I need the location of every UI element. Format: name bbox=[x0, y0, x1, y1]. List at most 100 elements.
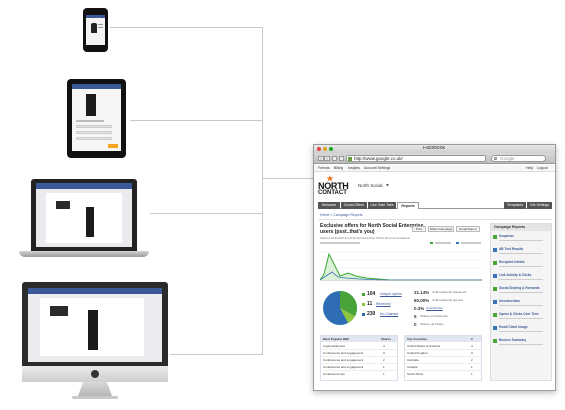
campaign-subtitle: Started 1/13/2013 at 10:43 with Exclusiv… bbox=[320, 236, 410, 240]
tab-welcome[interactable]: Welcome bbox=[318, 202, 340, 209]
back-button[interactable]: ‹ bbox=[318, 156, 324, 161]
sidebar-title: Campaign Reports bbox=[491, 224, 551, 231]
tab-reports[interactable]: Reports bbox=[397, 202, 419, 209]
reload-icon[interactable] bbox=[332, 156, 337, 161]
table-cell: 4 bbox=[471, 344, 473, 348]
close-window-icon[interactable] bbox=[317, 147, 321, 151]
menu-account-settings[interactable]: Account Settings bbox=[364, 166, 391, 170]
sidebar-item[interactable]: Snapshot bbox=[493, 234, 549, 245]
sidebar-item[interactable]: Social Sharing & Forwards bbox=[493, 286, 549, 297]
report-icon bbox=[493, 261, 497, 265]
stat-label[interactable]: Unsubscribe bbox=[426, 306, 443, 310]
chart-legend-bar bbox=[320, 241, 482, 245]
menu-logout[interactable]: Logout bbox=[537, 166, 548, 170]
table-row: United Kingdom 3 bbox=[405, 350, 481, 357]
phone-person-image bbox=[91, 23, 97, 33]
search-box[interactable]: Google bbox=[491, 155, 546, 162]
menu-help[interactable]: Help bbox=[526, 166, 534, 170]
print-button[interactable]: Print bbox=[412, 226, 426, 232]
table-cell: Conference.com bbox=[323, 372, 346, 376]
stat-row: 21.14% of all recipients redeemed bbox=[414, 289, 482, 297]
sidebar-item[interactable]: Link Activity & Clicks bbox=[493, 273, 549, 284]
table-cell: 4 bbox=[383, 344, 385, 348]
sidebar-item-desc bbox=[499, 305, 543, 306]
maximize-window-icon[interactable] bbox=[329, 147, 333, 151]
forward-button[interactable]: › bbox=[324, 156, 330, 161]
line-chart bbox=[320, 251, 482, 281]
menu-insights[interactable]: Insights bbox=[348, 166, 361, 170]
tab-templates[interactable]: Templates bbox=[504, 202, 526, 209]
report-icon bbox=[493, 326, 497, 330]
table-cell: Legal settlement bbox=[323, 344, 346, 348]
menu-billing[interactable]: Billing bbox=[334, 166, 344, 170]
page-name: North Social bbox=[358, 183, 383, 188]
table-row: Conferences and engagement 3 bbox=[321, 350, 397, 357]
table-row: Conferences and engagement 1 bbox=[321, 364, 397, 371]
stat-value: 11 bbox=[367, 301, 373, 307]
dropdown-icon[interactable] bbox=[386, 184, 389, 187]
stat-row: 60.00% of all recipients opened bbox=[414, 297, 482, 305]
sidebar-item[interactable]: Opens & Clicks Over Time bbox=[493, 312, 549, 323]
stat-swatch-icon bbox=[362, 303, 365, 306]
sidebar-item[interactable]: AB Test Results bbox=[493, 247, 549, 258]
table-cell: Conferences and engagement bbox=[323, 358, 364, 362]
table-cell: Canada bbox=[407, 365, 418, 369]
stat-value: 5 bbox=[414, 314, 417, 319]
stat-label[interactable]: No Claimed bbox=[380, 312, 399, 316]
sidebar-item-desc bbox=[499, 253, 543, 254]
report-icon bbox=[493, 274, 497, 278]
favicon-icon bbox=[348, 157, 352, 161]
tab-social-offers[interactable]: Social Offers bbox=[341, 202, 367, 209]
stat-unique-opens: 104 Unique opens bbox=[362, 291, 422, 299]
table-row: Canada 1 bbox=[405, 364, 481, 371]
tab-like-gate[interactable]: Like Gate Tabs bbox=[368, 202, 396, 209]
stat-value: 230 bbox=[367, 311, 376, 317]
menu-friends[interactable]: Friends bbox=[318, 166, 330, 170]
sidebar-item[interactable]: Bounce Summary bbox=[493, 338, 549, 349]
stat-label[interactable]: Received bbox=[376, 302, 391, 306]
table-header-cell: Shares bbox=[381, 337, 392, 341]
stat-no-claimed: 230 No Claimed bbox=[362, 311, 422, 319]
table-cell: United States of America bbox=[407, 344, 441, 348]
stat-value: 0 bbox=[414, 322, 417, 327]
connector-desktop bbox=[170, 354, 262, 355]
connector-laptop bbox=[150, 213, 262, 214]
report-icon bbox=[493, 300, 497, 304]
table-header-cell: Most Popular Wall bbox=[323, 337, 349, 341]
apple-logo-icon bbox=[91, 370, 99, 378]
stat-received: 11 Received bbox=[362, 301, 422, 309]
stat-value: 104 bbox=[367, 291, 376, 297]
address-bar[interactable]: http://www.google.co.uk/ bbox=[346, 155, 486, 162]
table-row: United States of America 4 bbox=[405, 343, 481, 350]
tab-get-settings[interactable]: Get Settings bbox=[527, 202, 552, 209]
stat-value: 21.14% bbox=[414, 290, 430, 295]
email-report-button[interactable]: Email Report bbox=[456, 226, 480, 232]
stat-label[interactable]: Unique opens bbox=[380, 292, 402, 296]
sidebar-item-label: Social Sharing & Forwards bbox=[499, 286, 540, 290]
minimize-window-icon[interactable] bbox=[323, 147, 327, 151]
share-campaign-button[interactable]: Share Campaign bbox=[428, 226, 454, 232]
sidebar-item-desc bbox=[499, 266, 543, 267]
series-blue bbox=[320, 271, 482, 281]
connector-vertical bbox=[262, 27, 263, 355]
address-text: http://www.google.co.uk/ bbox=[354, 156, 403, 161]
pie-chart bbox=[323, 291, 357, 325]
report-icon bbox=[493, 248, 497, 252]
star-icon bbox=[326, 175, 334, 182]
search-placeholder: Google bbox=[500, 156, 515, 161]
stat-label: of all recipients opened bbox=[432, 298, 463, 302]
stat-row: 0.3% Unsubscribe bbox=[414, 305, 482, 313]
stat-label: of all recipients redeemed bbox=[432, 290, 467, 294]
toolbar: ‹ › http://www.google.co.uk/ Google bbox=[314, 153, 555, 164]
sidebar-item[interactable]: Recipient Details bbox=[493, 260, 549, 271]
sidebar-item-desc bbox=[499, 344, 543, 345]
campaign-reports-sidebar: Campaign Reports Snapshot AB Test Results… bbox=[490, 223, 552, 381]
sidebar-item-label: Link Activity & Clicks bbox=[499, 273, 532, 277]
stat-swatch-icon bbox=[362, 313, 365, 316]
brand-logo: NORTH CONTACT bbox=[318, 175, 352, 197]
sidebar-item[interactable]: Unsubscribes bbox=[493, 299, 549, 310]
sidebar-item[interactable]: Email Client Usage bbox=[493, 325, 549, 336]
table-row: South Africa 1 bbox=[405, 371, 481, 378]
add-bookmark-icon[interactable] bbox=[339, 156, 344, 161]
popular-wall-table: Most Popular Wall Shares Legal settlemen… bbox=[320, 335, 398, 381]
